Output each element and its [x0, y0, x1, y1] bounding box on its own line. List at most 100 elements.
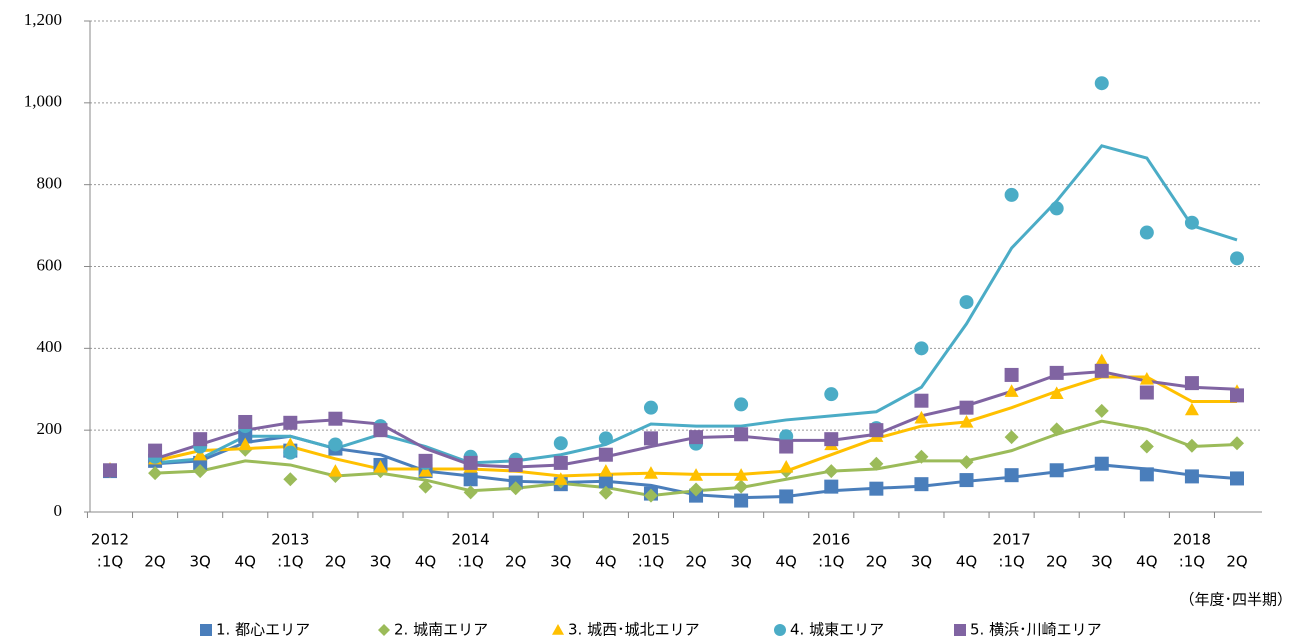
data-point — [238, 429, 253, 444]
data-point — [148, 466, 163, 481]
x-tick-label: 3Q — [189, 553, 210, 571]
x-tick-label: 4Q — [1136, 553, 1157, 571]
data-point — [689, 430, 704, 445]
legend-label: 2. 城南エリア — [394, 621, 488, 639]
data-point — [553, 455, 568, 470]
data-point — [283, 415, 298, 430]
data-point — [598, 464, 613, 477]
y-tick-label: 0 — [54, 501, 63, 520]
legend-marker — [200, 624, 212, 636]
data-point — [1139, 385, 1154, 400]
data-point — [373, 459, 388, 473]
x-tick-label: 2Q — [685, 553, 706, 571]
data-point — [1004, 367, 1019, 382]
data-point — [598, 447, 613, 462]
x-axis-label: （年度･四半期） — [1179, 591, 1292, 609]
data-point — [1230, 471, 1244, 486]
data-point — [238, 437, 253, 451]
data-point — [914, 341, 929, 356]
data-point — [508, 457, 523, 472]
data-point — [463, 472, 478, 487]
x-tick-label: 4Q — [415, 553, 436, 571]
legend-label: 3. 城西･城北エリア — [568, 621, 700, 639]
data-point — [643, 488, 658, 503]
y-tick-label: 1,000 — [24, 92, 62, 111]
x-tick-label: 4Q — [595, 553, 616, 571]
data-point — [1094, 363, 1109, 378]
x-tick-label: 2012 — [91, 531, 129, 549]
data-point — [1004, 430, 1019, 445]
x-tick-label: :1Q — [277, 553, 303, 571]
data-point — [1049, 365, 1064, 380]
data-point — [1184, 215, 1199, 230]
data-point — [508, 481, 523, 496]
data-point — [959, 473, 974, 488]
x-tick-label: 2018 — [1173, 531, 1211, 549]
x-tick-label: :1Q — [638, 553, 664, 571]
data-point — [598, 431, 613, 446]
data-point — [553, 472, 568, 485]
data-point — [734, 468, 749, 481]
data-point — [1230, 251, 1244, 266]
data-point — [643, 466, 658, 479]
data-point — [1004, 187, 1019, 202]
data-point — [1049, 201, 1064, 216]
data-point — [959, 400, 974, 415]
data-point — [1049, 422, 1064, 437]
x-tick-label: 2Q — [144, 553, 165, 571]
data-point — [193, 447, 208, 461]
data-point — [1004, 468, 1019, 483]
x-tick-label: 3Q — [1091, 553, 1112, 571]
data-point — [148, 443, 163, 458]
data-point — [689, 482, 704, 497]
data-point — [689, 468, 704, 481]
data-point — [553, 436, 568, 451]
data-point — [959, 414, 974, 428]
legend-marker — [378, 624, 390, 636]
data-point — [824, 387, 839, 402]
x-tick-label: 2Q — [505, 553, 526, 571]
data-point — [373, 423, 388, 438]
data-point — [914, 477, 929, 492]
data-point — [598, 485, 613, 500]
legend-label: 5. 横浜･川崎エリア — [970, 621, 1102, 639]
y-tick-label: 600 — [37, 255, 63, 274]
data-point — [1049, 463, 1064, 478]
legend-marker — [774, 624, 786, 636]
data-point — [734, 397, 749, 412]
data-point — [959, 295, 974, 310]
data-point — [1049, 386, 1064, 399]
data-point — [193, 464, 208, 479]
data-point — [779, 489, 794, 504]
data-point — [779, 459, 794, 473]
data-point — [914, 393, 929, 408]
y-tick-label: 200 — [37, 419, 63, 438]
data-point — [238, 414, 253, 429]
data-point — [1184, 469, 1199, 484]
data-point — [1230, 436, 1244, 451]
x-tick-label: :1Q — [457, 553, 483, 571]
data-point — [734, 479, 749, 494]
trend-line — [154, 144, 1238, 465]
data-point — [779, 439, 794, 454]
data-point — [869, 423, 884, 438]
x-tick-label: 2Q — [325, 553, 346, 571]
x-tick-label: :1Q — [998, 553, 1024, 571]
data-point — [734, 493, 749, 508]
data-point — [914, 449, 929, 464]
data-point — [824, 479, 839, 494]
legend-marker — [552, 624, 564, 635]
data-point — [869, 481, 884, 496]
y-tick-label: 800 — [37, 174, 63, 193]
x-tick-label: 4Q — [235, 553, 256, 571]
y-tick-label: 400 — [37, 337, 63, 356]
data-point — [328, 411, 343, 426]
legend-label: 4. 城東エリア — [790, 621, 884, 639]
x-tick-label: 3Q — [370, 553, 391, 571]
x-tick-label: :1Q — [1179, 553, 1205, 571]
data-point — [463, 455, 478, 470]
data-point — [598, 474, 613, 489]
data-point — [643, 431, 658, 446]
data-point — [193, 432, 208, 447]
x-tick-label: 2Q — [1046, 553, 1067, 571]
